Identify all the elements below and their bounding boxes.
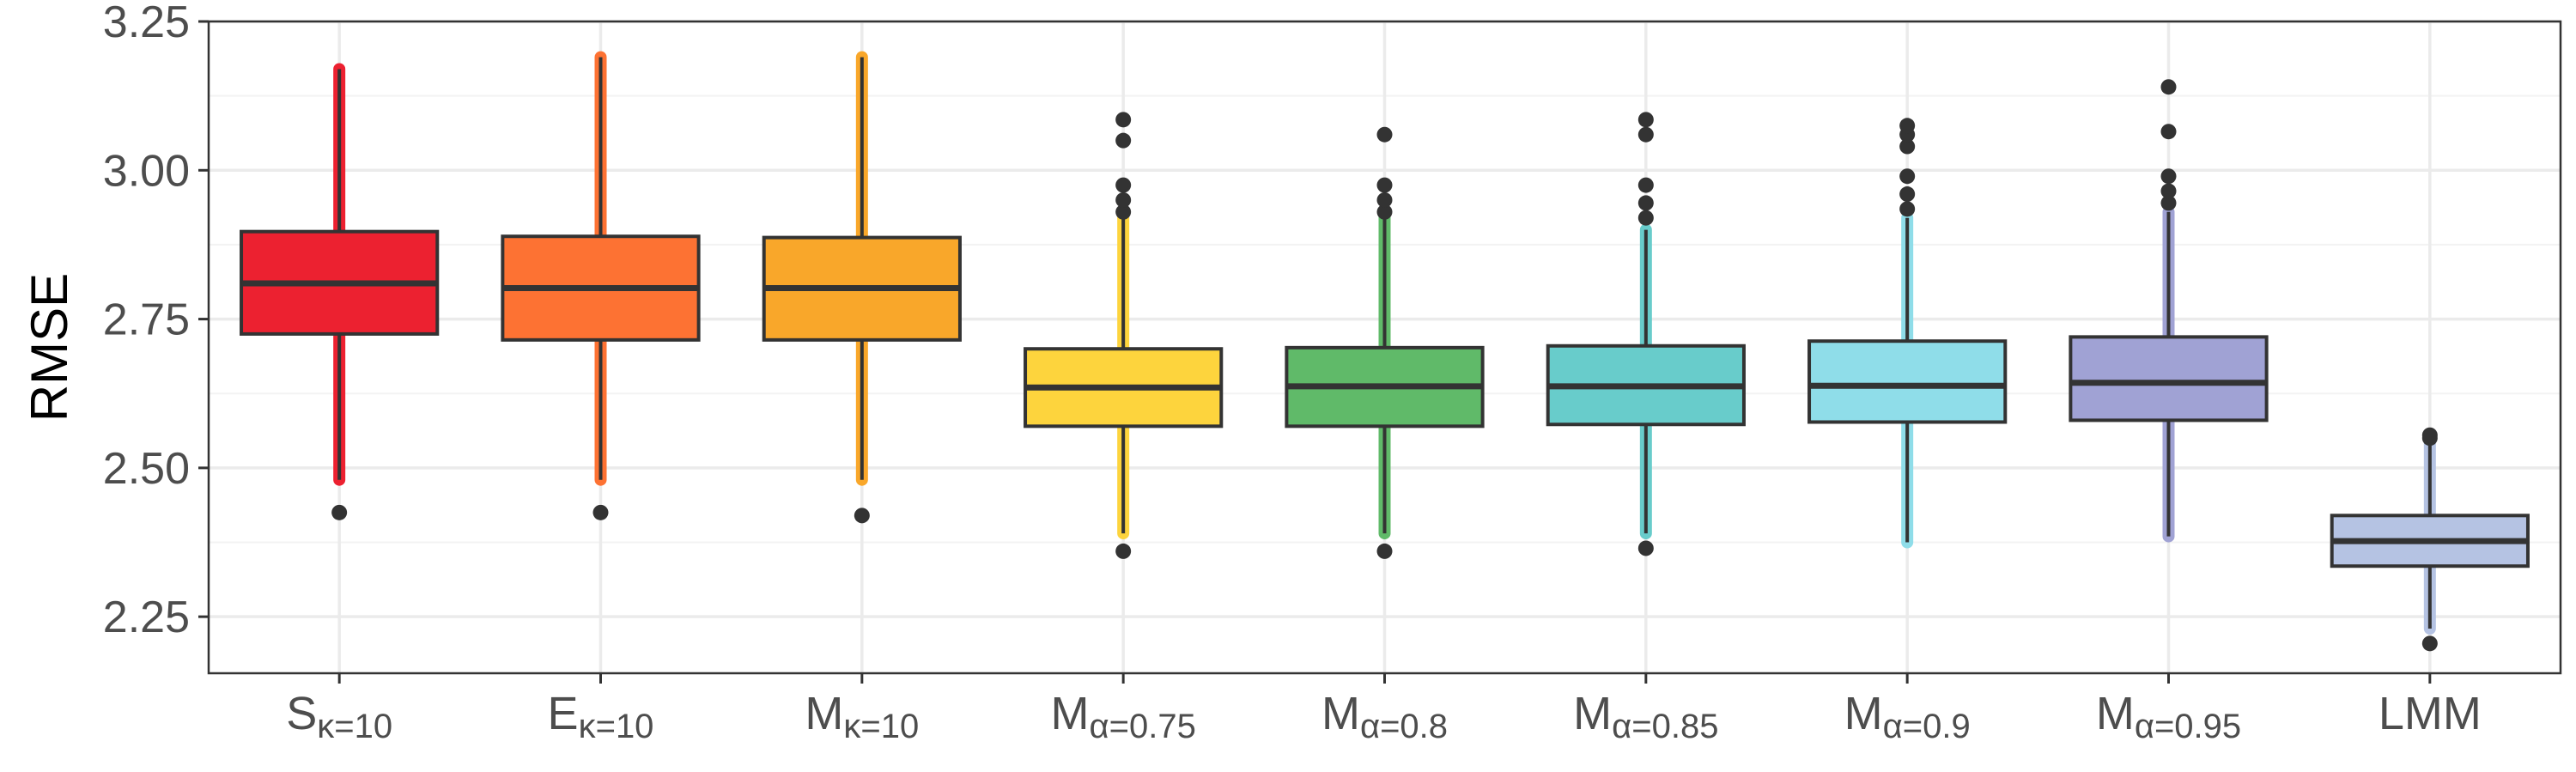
outlier-point (2421, 427, 2438, 443)
outlier-point (1376, 543, 1393, 559)
outlier-point (1376, 204, 1393, 220)
box-group (762, 51, 962, 524)
outlier-point (1115, 204, 1132, 220)
outlier-point (592, 504, 609, 520)
outlier-point (854, 508, 870, 524)
box-group (2330, 427, 2530, 652)
box-group (1285, 126, 1485, 559)
outlier-point (1899, 118, 1916, 134)
x-tick-label: Mα=0.95 (2096, 688, 2241, 745)
outlier-point (2160, 124, 2177, 140)
outlier-point (1115, 132, 1132, 149)
y-tick-label: 3.25 (103, 0, 190, 47)
boxes (240, 51, 2530, 652)
y-tick-label: 2.25 (103, 593, 190, 642)
outlier-point (1376, 191, 1393, 208)
x-tick-label: Mα=0.85 (1573, 688, 1718, 745)
outlier-point (1115, 177, 1132, 193)
outlier-point (2160, 183, 2177, 199)
outlier-point (1899, 186, 1916, 203)
outlier-point (331, 504, 348, 520)
box (2069, 335, 2269, 422)
box-group (1546, 112, 1746, 556)
outlier-point (1637, 195, 1654, 211)
y-tick-label: 3.00 (103, 146, 190, 196)
x-tick-label: LMM (2379, 688, 2482, 739)
x-tick-label: Mα=0.8 (1321, 688, 1448, 745)
box (1807, 339, 2008, 424)
outlier-point (2160, 195, 2177, 211)
box-group (2069, 79, 2269, 543)
x-tick-label: Mα=0.75 (1051, 688, 1196, 745)
x-tick-label: Mκ=10 (805, 688, 919, 745)
outlier-point (1637, 126, 1654, 143)
x-tick-label: Sκ=10 (286, 688, 392, 745)
y-axis-title: RMSE (21, 273, 78, 422)
outlier-point (1115, 191, 1132, 208)
outlier-point (1637, 112, 1654, 128)
outlier-point (2160, 168, 2177, 185)
outlier-point (1376, 177, 1393, 193)
outlier-point (1115, 543, 1132, 559)
outlier-point (1637, 177, 1654, 193)
outlier-point (1899, 201, 1916, 217)
outlier-point (1899, 168, 1916, 185)
outlier-point (1637, 210, 1654, 226)
y-axis: 2.25 2.50 2.75 3.00 3.25 (103, 0, 209, 642)
y-tick-label: 2.50 (103, 444, 190, 494)
outlier-point (1115, 112, 1132, 128)
box-group (240, 63, 440, 520)
y-tick-label: 2.75 (103, 295, 190, 345)
box-group (501, 51, 701, 520)
outlier-point (2421, 635, 2438, 652)
outlier-point (1899, 138, 1916, 155)
box-group (1024, 112, 1224, 559)
x-tick-label: Mα=0.9 (1844, 688, 1971, 745)
outlier-point (1637, 540, 1654, 556)
outlier-point (1376, 126, 1393, 143)
outlier-point (2160, 79, 2177, 95)
x-tick-label: Eκ=10 (548, 688, 654, 745)
x-axis: Sκ=10 Eκ=10 Mκ=10 Mα=0.75 Mα=0.8 Mα=0.85 Mα=0.… (286, 673, 2482, 745)
box-group (1807, 118, 2008, 549)
